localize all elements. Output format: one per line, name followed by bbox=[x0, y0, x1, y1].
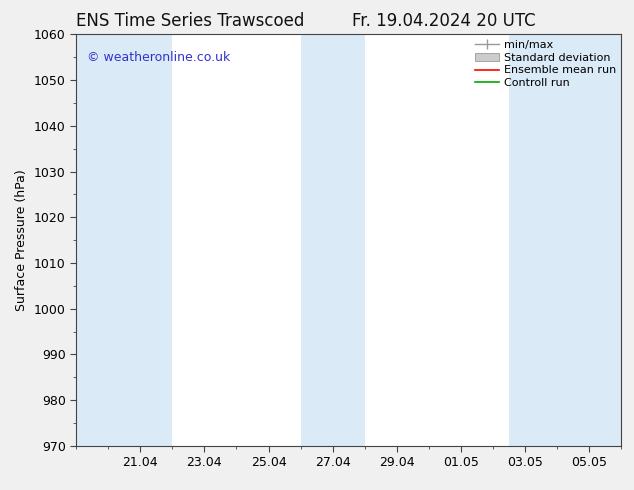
Text: ENS Time Series Trawscoed: ENS Time Series Trawscoed bbox=[76, 12, 304, 30]
Legend: min/max, Standard deviation, Ensemble mean run, Controll run: min/max, Standard deviation, Ensemble me… bbox=[472, 38, 618, 91]
Bar bbox=[509, 34, 621, 446]
Text: Fr. 19.04.2024 20 UTC: Fr. 19.04.2024 20 UTC bbox=[352, 12, 536, 30]
Text: © weatheronline.co.uk: © weatheronline.co.uk bbox=[87, 51, 230, 64]
Bar bbox=[301, 34, 365, 446]
Bar bbox=[76, 34, 172, 446]
Y-axis label: Surface Pressure (hPa): Surface Pressure (hPa) bbox=[15, 169, 29, 311]
